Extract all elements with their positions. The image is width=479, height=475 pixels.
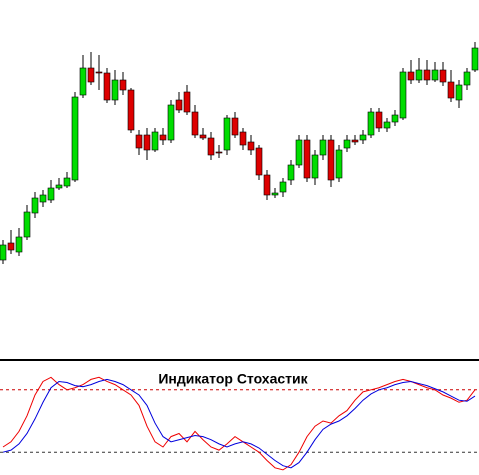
candle-body [295,139,303,166]
candle-body [407,71,415,81]
candle-body [87,67,95,83]
candle-body [151,131,159,151]
candle-body [199,134,207,139]
stochastic-line [2,376,476,471]
candle-body [351,139,359,143]
candle-body [135,134,143,149]
candle-body [303,139,311,179]
candle-body [247,141,255,151]
candle-body [423,69,431,81]
candle-body [431,69,439,81]
candle-body [311,154,319,179]
candle-body [455,84,463,101]
candle-body [255,147,263,176]
candle-body [263,174,271,196]
candle-body [327,139,335,181]
candle-body [71,96,79,181]
candle-body [471,47,479,71]
candle-body [79,67,87,96]
candle-body [0,244,7,261]
candle-body [239,131,247,146]
candle-body [223,117,231,151]
candle-body [367,111,375,136]
candle-body [127,89,135,131]
candle-body [95,71,103,74]
candle-body [415,69,423,81]
candle-body [183,91,191,113]
candle-body [287,164,295,181]
candle-body [111,79,119,101]
candle-body [55,184,63,189]
candle-body [7,242,15,251]
candle-body [439,69,447,83]
candle-body [383,121,391,129]
stochastic-line [2,378,476,469]
candle-body [23,211,31,238]
candle-body [231,117,239,136]
candle-body [103,72,111,101]
candle-body [319,139,327,156]
candle-body [447,81,455,99]
candle-body [31,197,39,214]
candle-body [271,192,279,196]
candle-body [399,71,407,119]
candle-body [143,134,151,151]
indicator-title: Индикатор Стохастик [158,371,308,387]
candle-body [119,79,127,91]
candle-body [335,149,343,179]
candle-body [391,114,399,123]
candle-body [63,177,71,187]
candle-body [279,181,287,193]
candle-body [167,104,175,141]
candle-body [159,134,167,141]
candle-body [191,111,199,136]
candle-body [359,134,367,141]
candle-body [343,139,351,149]
candle-body [47,187,55,201]
candle-body [215,151,223,154]
candle-body [375,111,383,129]
candle-body [463,71,471,86]
candle-body [39,194,47,203]
candle-body [207,137,215,156]
candle-body [175,99,183,111]
candle-body [15,236,23,253]
